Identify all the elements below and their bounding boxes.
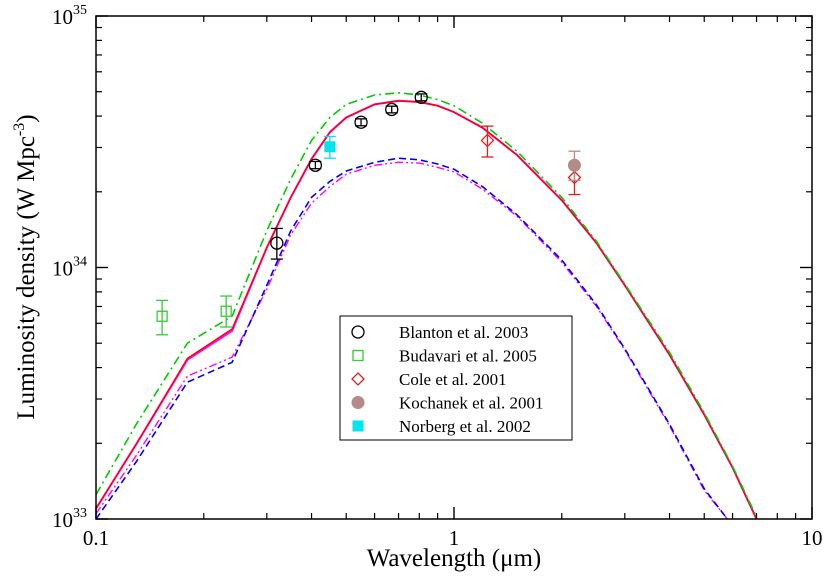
legend-marker-circle-open bbox=[351, 325, 365, 339]
data-point-0-3 bbox=[385, 102, 399, 117]
legend-item: Cole et al. 2001 bbox=[351, 370, 507, 389]
y-tick-exponent: 34 bbox=[73, 255, 87, 270]
data-points bbox=[156, 90, 582, 336]
legend-box bbox=[339, 315, 573, 441]
legend-label: Kochanek et al. 2001 bbox=[399, 394, 543, 413]
y-tick-base: 10 bbox=[52, 5, 73, 29]
legend-label: Blanton et al. 2003 bbox=[399, 323, 528, 342]
marker-circle-open bbox=[270, 236, 284, 250]
legend-item: Norberg et al. 2002 bbox=[352, 417, 531, 436]
marker-square-filled bbox=[324, 141, 336, 153]
data-point-4-0 bbox=[323, 135, 336, 159]
marker-circle-open bbox=[308, 158, 323, 172]
data-point-0-2 bbox=[354, 115, 368, 129]
curve-solid-1 bbox=[96, 100, 758, 519]
data-point-1-1 bbox=[220, 295, 233, 328]
x-axis-label: Wavelength (μm) bbox=[367, 545, 542, 572]
marker-square-open bbox=[156, 310, 168, 322]
y-axis-label-tail: ) bbox=[13, 114, 40, 122]
x-tick-label: 0.1 bbox=[83, 526, 109, 550]
marker-circle-open bbox=[385, 102, 399, 117]
marker-circle-open bbox=[354, 115, 368, 129]
curve-solid-0 bbox=[96, 99, 758, 519]
legend-item: Budavari et al. 2005 bbox=[352, 347, 537, 366]
y-tick-label: 1033 bbox=[52, 506, 87, 532]
x-tick-label: 10 bbox=[802, 526, 823, 550]
data-point-0-4 bbox=[414, 90, 428, 104]
legend-marker-circle-filled bbox=[351, 396, 365, 409]
marker-diamond-open bbox=[480, 133, 495, 148]
y-tick-label: 1034 bbox=[52, 255, 87, 281]
legend-item: Blanton et al. 2003 bbox=[351, 323, 528, 342]
legend-item: Kochanek et al. 2001 bbox=[351, 394, 543, 413]
marker-circle-filled bbox=[567, 158, 581, 172]
legend-marker-diamond-open bbox=[351, 372, 365, 386]
legend-marker-square-filled bbox=[352, 420, 364, 432]
legend-label: Budavari et al. 2005 bbox=[399, 347, 537, 366]
data-point-0-0 bbox=[270, 227, 284, 260]
marker-square-open bbox=[220, 305, 232, 317]
data-point-0-1 bbox=[308, 158, 323, 172]
marker-diamond-open bbox=[567, 170, 582, 185]
curve-dashed-4 bbox=[96, 157, 728, 519]
y-axis-label: Luminosity density (W Mpc-3) bbox=[11, 114, 40, 419]
legend: Blanton et al. 2003 Budavari et al. 2005 C… bbox=[339, 315, 573, 441]
y-axis-label-main: Luminosity density (W Mpc bbox=[13, 136, 40, 420]
data-point-2-0 bbox=[480, 125, 495, 158]
legend-label: Cole et al. 2001 bbox=[399, 370, 507, 389]
y-tick-label: 1035 bbox=[52, 3, 87, 29]
y-tick-base: 10 bbox=[52, 257, 73, 281]
data-point-1-0 bbox=[156, 299, 169, 336]
y-tick-base: 10 bbox=[52, 508, 73, 532]
legend-label: Norberg et al. 2002 bbox=[399, 417, 531, 436]
model-curves bbox=[96, 91, 758, 519]
plot-frame bbox=[95, 15, 813, 520]
curve-dashdot-2 bbox=[96, 91, 758, 518]
marker-circle-open bbox=[414, 90, 428, 104]
y-tick-exponent: 35 bbox=[73, 3, 87, 18]
data-point-3-0 bbox=[567, 150, 581, 182]
x-tick-label: 1 bbox=[449, 526, 460, 550]
legend-marker-square-open bbox=[352, 349, 364, 362]
y-tick-exponent: 33 bbox=[73, 506, 87, 521]
y-axis-label-exponent: -3 bbox=[11, 123, 28, 136]
